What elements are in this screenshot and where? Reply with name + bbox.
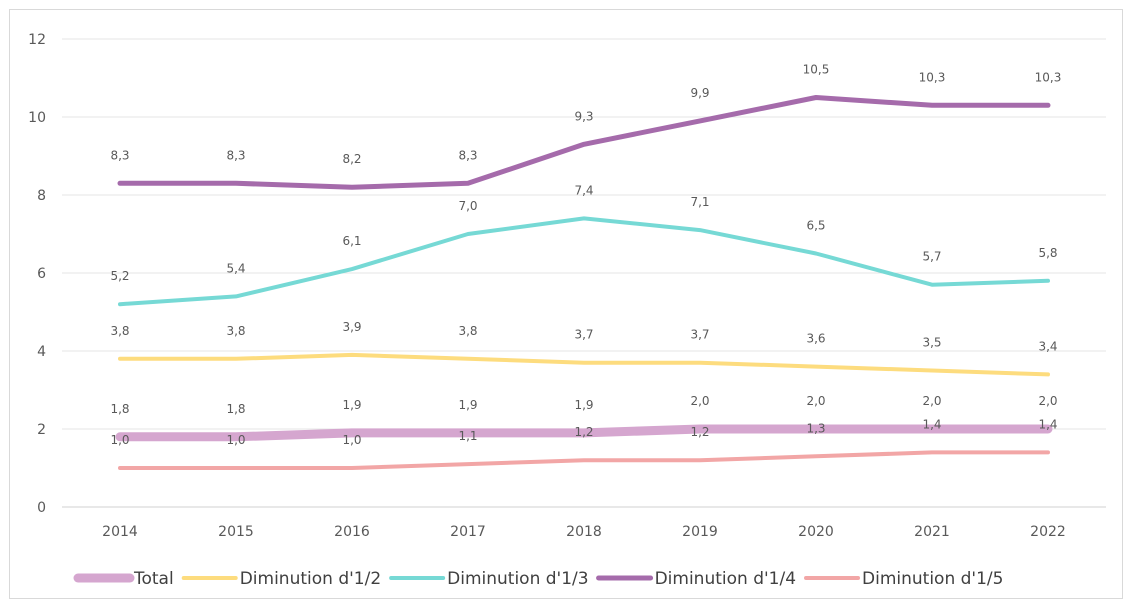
data-label: 7,4 [574,183,593,197]
x-tick-label: 2020 [798,524,834,540]
x-tick-label: 2021 [914,524,950,540]
data-label: 10,5 [803,63,830,77]
x-axis-ticks: 2014 2015 2016 2017 2018 2019 2020 2021 2022 [102,524,1066,540]
data-label: 8,3 [110,148,129,162]
data-label: 1,0 [110,433,129,447]
data-label: 5,7 [922,250,941,264]
data-label: 1,8 [226,402,245,416]
x-tick-label: 2016 [334,524,370,540]
data-label: 3,9 [342,320,361,334]
y-axis-ticks: 0 2 4 6 8 10 12 [28,32,46,516]
x-tick-label: 2014 [102,524,138,540]
x-tick-label: 2018 [566,524,602,540]
data-label: 5,4 [226,261,245,275]
data-label: 2,0 [690,394,709,408]
data-label: 7,0 [458,199,477,213]
legend-label: Diminution d'1/3 [447,569,588,589]
data-label: 3,8 [110,324,129,338]
data-label: 3,7 [690,328,709,342]
series-line-3 [117,95,1051,190]
data-label: 1,4 [1038,417,1057,431]
y-tick-label: 2 [37,422,46,438]
series-line-1 [118,352,1050,377]
data-label: 3,6 [806,332,825,346]
series-lines [115,95,1053,470]
data-label: 8,3 [226,148,245,162]
series-line-2 [118,216,1050,307]
data-label: 9,9 [690,86,709,100]
data-label: 1,8 [110,402,129,416]
chart-frame [9,9,1123,599]
data-label: 1,4 [922,417,941,431]
y-tick-label: 10 [28,110,46,126]
data-label: 1,2 [690,425,709,439]
data-label: 3,8 [226,324,245,338]
legend: Total Diminution d'1/2 Diminution d'1/3 Dim… [73,569,1003,589]
y-tick-label: 6 [37,266,46,282]
x-tick-label: 2017 [450,524,486,540]
x-tick-label: 2019 [682,524,718,540]
x-tick-label: 2015 [218,524,254,540]
data-label: 6,1 [342,234,361,248]
data-label: 2,0 [922,394,941,408]
series-line-0 [115,424,1053,442]
data-label: 8,3 [458,148,477,162]
data-label: 2,0 [1038,394,1057,408]
data-label: 1,0 [226,433,245,447]
data-label: 3,4 [1038,339,1057,353]
legend-label: Diminution d'1/2 [240,569,381,589]
series-line-4 [118,450,1050,470]
data-label: 10,3 [919,70,946,84]
data-label: 2,0 [806,394,825,408]
data-labels: 1,8 1,8 1,9 1,9 1,9 2,0 2,0 2,0 2,0 3,8 3,8 3,9 3,8 3… [110,63,1061,448]
data-label: 3,5 [922,336,941,350]
data-label: 7,1 [690,195,709,209]
data-label: 1,1 [458,429,477,443]
data-label: 1,0 [342,433,361,447]
data-label: 1,9 [574,398,593,412]
data-label: 5,2 [110,269,129,283]
data-label: 1,9 [342,398,361,412]
legend-label: Total [133,569,174,589]
legend-label: Diminution d'1/4 [655,569,796,589]
data-label: 9,3 [574,109,593,123]
data-label: 5,8 [1038,246,1057,260]
y-tick-label: 8 [37,188,46,204]
y-tick-label: 12 [28,32,46,48]
data-label: 1,9 [458,398,477,412]
y-tick-label: 0 [37,500,46,516]
data-label: 3,7 [574,328,593,342]
data-label: 10,3 [1035,70,1062,84]
data-label: 1,2 [574,425,593,439]
data-label: 1,3 [806,421,825,435]
y-tick-label: 4 [37,344,46,360]
data-label: 6,5 [806,219,825,233]
legend-label: Diminution d'1/5 [862,569,1003,589]
data-label: 3,8 [458,324,477,338]
data-label: 8,2 [342,152,361,166]
x-tick-label: 2022 [1030,524,1066,540]
